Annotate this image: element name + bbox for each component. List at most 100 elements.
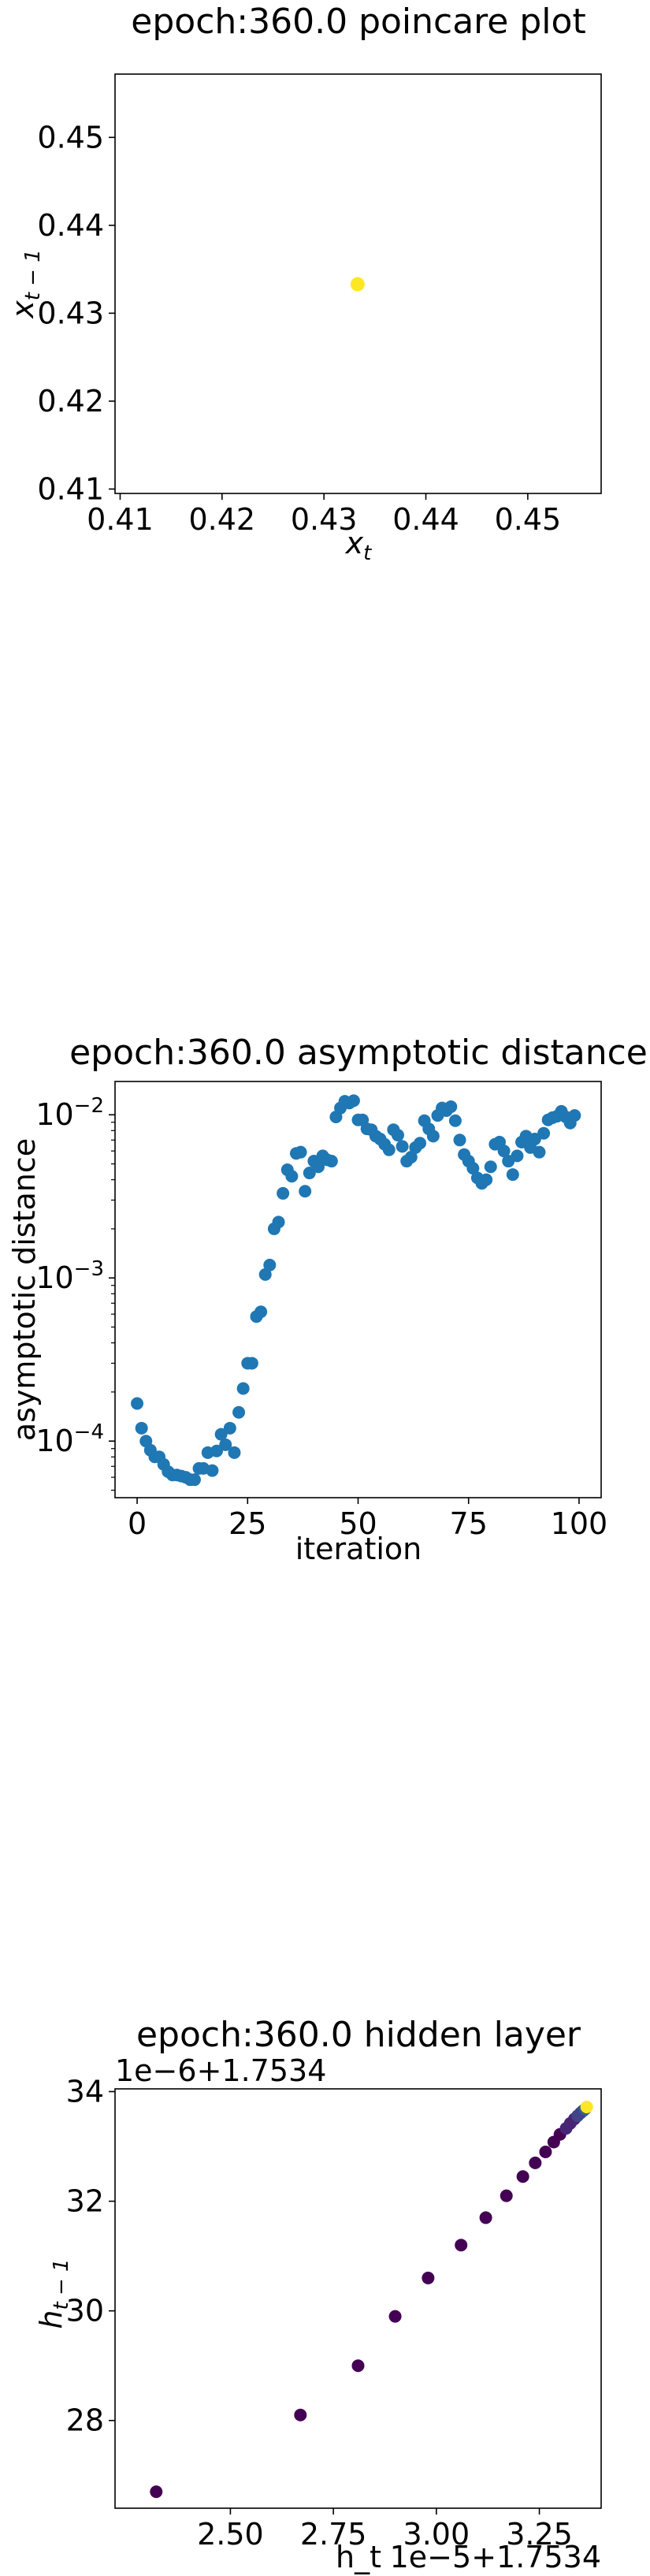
asymptotic-y-tick-base: 10 (35, 1424, 73, 1458)
asymptotic-y-tick-label: 10−2 (35, 1094, 104, 1132)
poincare-y-tick-label: 0.44 (37, 208, 104, 243)
poincare-x-tick-label: 0.41 (87, 502, 154, 537)
hidden-layer-point (529, 2156, 542, 2169)
hidden-layer-point (150, 2485, 163, 2499)
hidden-layer-x-offset-label: 1e−5+1.7534 (390, 2540, 601, 2574)
asymptotic-x-tick-label: 75 (450, 1506, 488, 1541)
poincare-x-label: xt (345, 526, 373, 565)
asymptotic-point (277, 1186, 290, 1200)
hidden-layer-x-tick-label: 2.50 (197, 2517, 264, 2552)
asymptotic-x-ticks: 0 25 50 75 100 (128, 1498, 607, 1541)
asymptotic-point (506, 1168, 519, 1182)
asymptotic-point (294, 1145, 307, 1159)
hidden-layer-y-tick-label: 32 (66, 2184, 104, 2219)
asymptotic-point (223, 1421, 236, 1435)
hidden-layer-point (580, 2100, 593, 2113)
poincare-x-tick-label: 0.45 (495, 502, 562, 537)
poincare-chart: epoch:360.0 poincare plot 0.41 0.42 0.43 0.… (6, 2, 602, 565)
hidden-layer-y-tick-label: 34 (66, 2074, 104, 2109)
poincare-y-tick-label: 0.42 (37, 384, 104, 419)
poincare-x-ticks: 0.41 0.42 0.43 0.44 0.45 (87, 493, 561, 537)
asymptotic-point (245, 1357, 258, 1370)
asymptotic-chart: epoch:360.0 asymptotic distance 0 25 50 75 1… (7, 1033, 648, 1566)
hidden-layer-y-tick-label: 28 (66, 2403, 104, 2438)
asymptotic-y-ticks: 10−410−310−2 (35, 1094, 115, 1491)
asymptotic-point (497, 1145, 511, 1158)
asymptotic-point (511, 1149, 524, 1163)
hidden-layer-x-tick-label: 2.75 (300, 2517, 367, 2552)
poincare-x-tick-label: 0.44 (392, 502, 459, 537)
asymptotic-point (414, 1137, 427, 1150)
asymptotic-points (131, 1094, 581, 1487)
asymptotic-point (396, 1140, 409, 1153)
asymptotic-y-tick-exponent: −4 (74, 1420, 104, 1444)
asymptotic-point (135, 1421, 148, 1435)
asymptotic-point (312, 1160, 325, 1174)
poincare-y-ticks: 0.41 0.42 0.43 0.44 0.45 (37, 120, 115, 506)
asymptotic-point (568, 1109, 581, 1122)
asymptotic-point (285, 1170, 299, 1183)
poincare-points (350, 277, 365, 292)
hidden-layer-point (294, 2408, 307, 2422)
asymptotic-point (466, 1162, 480, 1175)
hidden-layer-plot-area (114, 2088, 602, 2509)
asymptotic-y-tick-label: 10−3 (35, 1257, 104, 1295)
asymptotic-point (236, 1382, 250, 1395)
hidden-layer-title: epoch:360.0 hidden layer (136, 2015, 581, 2055)
hidden-layer-y-offset-label: 1e−6+1.7534 (115, 2053, 326, 2088)
asymptotic-y-tick-label: 10−4 (35, 1420, 104, 1458)
poincare-y-label: xt − 1 (6, 249, 45, 319)
asymptotic-y-tick-base: 10 (35, 1260, 73, 1295)
hidden-layer-y-ticks: 28 30 32 34 (66, 2074, 115, 2438)
asymptotic-point (258, 1268, 272, 1281)
asymptotic-point (448, 1114, 462, 1127)
poincare-title: epoch:360.0 poincare plot (131, 2, 585, 42)
asymptotic-point (232, 1405, 246, 1419)
hidden-layer-y-tick-label: 30 (66, 2294, 104, 2328)
asymptotic-point (188, 1473, 201, 1487)
asymptotic-point (210, 1444, 224, 1457)
asymptotic-x-label: iteration (295, 1532, 422, 1566)
asymptotic-point (347, 1094, 360, 1107)
asymptotic-point (480, 1173, 493, 1186)
asymptotic-point (263, 1258, 277, 1271)
hidden-layer-point (500, 2189, 513, 2202)
asymptotic-point (404, 1150, 418, 1163)
asymptotic-x-tick-label: 50 (339, 1506, 377, 1541)
asymptotic-point (272, 1215, 285, 1229)
asymptotic-point (391, 1129, 404, 1142)
hidden-layer-point (388, 2310, 402, 2323)
asymptotic-point (219, 1438, 232, 1451)
asymptotic-point (254, 1305, 268, 1319)
asymptotic-y-label: asymptotic distance (7, 1138, 42, 1441)
hidden-layer-x-label: h_t (336, 2540, 381, 2574)
hidden-layer-x-ticks: 2.50 2.75 3.00 3.25 (197, 2508, 573, 2552)
poincare-y-tick-label: 0.45 (37, 120, 104, 154)
asymptotic-point (214, 1428, 228, 1441)
asymptotic-x-tick-label: 0 (128, 1506, 147, 1541)
asymptotic-point (533, 1145, 546, 1159)
asymptotic-point (537, 1126, 551, 1140)
asymptotic-point (206, 1464, 219, 1477)
hidden-layer-x-tick-label: 3.25 (506, 2517, 573, 2552)
hidden-layer-chart: epoch:360.0 hidden layer 1e−6+1.7534 2.5… (34, 2015, 602, 2574)
hidden-layer-point (479, 2211, 492, 2224)
poincare-y-tick-label: 0.41 (37, 471, 104, 506)
asymptotic-point (299, 1185, 312, 1198)
asymptotic-y-tick-exponent: −2 (74, 1094, 104, 1118)
asymptotic-x-tick-label: 25 (228, 1506, 266, 1541)
asymptotic-point (484, 1160, 497, 1174)
asymptotic-point (303, 1167, 316, 1180)
hidden-layer-point (516, 2170, 529, 2183)
asymptotic-point (325, 1155, 338, 1168)
poincare-x-tick-label: 0.42 (189, 502, 256, 537)
asymptotic-point (453, 1134, 466, 1147)
poincare-y-tick-label: 0.43 (37, 296, 104, 330)
asymptotic-title: epoch:360.0 asymptotic distance (69, 1033, 648, 1073)
hidden-layer-points (150, 2100, 593, 2499)
poincare-plot-area (114, 73, 602, 494)
hidden-layer-point (539, 2145, 552, 2158)
hidden-layer-point (351, 2359, 365, 2373)
hidden-layer-x-tick-label: 3.00 (403, 2517, 470, 2552)
asymptotic-point (228, 1446, 241, 1459)
